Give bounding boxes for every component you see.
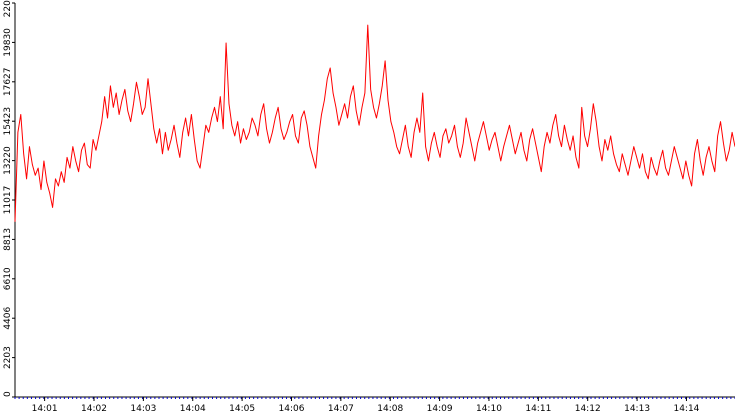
- y-tick-label: 17627: [3, 67, 13, 96]
- x-tick-label: 14:14: [673, 404, 699, 414]
- y-tick-label: 0: [3, 391, 13, 397]
- x-tick-label: 14:12: [575, 404, 601, 414]
- y-axis: 0 2203 4406 6610 8813 11017 13220 15423 17627 198…: [3, 0, 16, 398]
- x-axis: 14:01 14:02 14:03 14:04 14:05 14:06 14:07 14:08…: [14, 396, 735, 414]
- y-tick-label: 22034: [3, 0, 13, 17]
- x-tick-label: 14:10: [476, 404, 502, 414]
- x-tick-label: 14:13: [624, 404, 650, 414]
- x-tick-label: 14:08: [377, 404, 403, 414]
- y-tick-label: 2203: [3, 346, 13, 369]
- series-line-0: [14, 24, 735, 222]
- y-tick-label: 4406: [3, 306, 13, 329]
- y-tick-label: 11017: [3, 186, 13, 215]
- x-tick-label: 14:09: [427, 404, 453, 414]
- x-tick-label: 14:11: [525, 404, 551, 414]
- x-tick-label: 14:05: [229, 404, 255, 414]
- x-tick-label: 14:07: [328, 404, 354, 414]
- y-tick-label: 13220: [3, 146, 13, 175]
- y-tick-label: 19830: [3, 28, 13, 57]
- y-tick-label: 6610: [3, 267, 13, 290]
- x-tick-label: 14:02: [81, 404, 107, 414]
- plot-area: [14, 24, 735, 222]
- y-tick-label: 15423: [3, 107, 13, 136]
- y-tick-label: 8813: [3, 228, 13, 251]
- x-tick-label: 14:06: [279, 404, 305, 414]
- x-tick-label: 14:01: [32, 404, 58, 414]
- x-tick-label: 14:04: [180, 404, 206, 414]
- x-tick-label: 14:03: [130, 404, 156, 414]
